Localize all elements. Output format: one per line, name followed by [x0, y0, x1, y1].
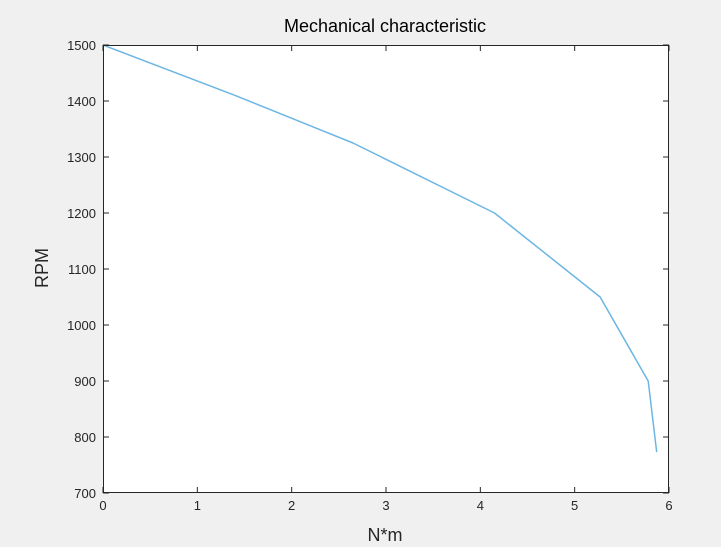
axes-background — [103, 45, 669, 493]
y-tick-label-1400: 1400 — [67, 94, 96, 109]
x-tick-label-2: 2 — [288, 498, 295, 513]
x-axis: 0 1 2 3 4 5 6 — [99, 45, 673, 513]
y-tick-label-800: 800 — [74, 430, 96, 445]
x-tick-label-1: 1 — [194, 498, 201, 513]
x-tick-label-4: 4 — [477, 498, 484, 513]
y-tick-label-1200: 1200 — [67, 206, 96, 221]
x-tick-label-3: 3 — [382, 498, 389, 513]
y-axis-label: RPM — [32, 248, 52, 288]
x-tick-label-6: 6 — [665, 498, 672, 513]
series-line-0 — [102, 44, 658, 453]
x-tick-label-0: 0 — [99, 498, 106, 513]
x-tick-label-5: 5 — [571, 498, 578, 513]
y-tick-label-900: 900 — [74, 374, 96, 389]
plot-area — [102, 44, 658, 453]
chart-title: Mechanical characteristic — [284, 16, 486, 36]
x-axis-label: N*m — [368, 525, 403, 545]
y-tick-label-1000: 1000 — [67, 318, 96, 333]
y-tick-label-1500: 1500 — [67, 38, 96, 53]
y-tick-label-700: 700 — [74, 486, 96, 501]
y-tick-label-1300: 1300 — [67, 150, 96, 165]
y-axis: 700 800 900 1000 1100 1200 1300 1400 1500 — [67, 38, 669, 501]
y-tick-label-1100: 1100 — [68, 262, 96, 277]
